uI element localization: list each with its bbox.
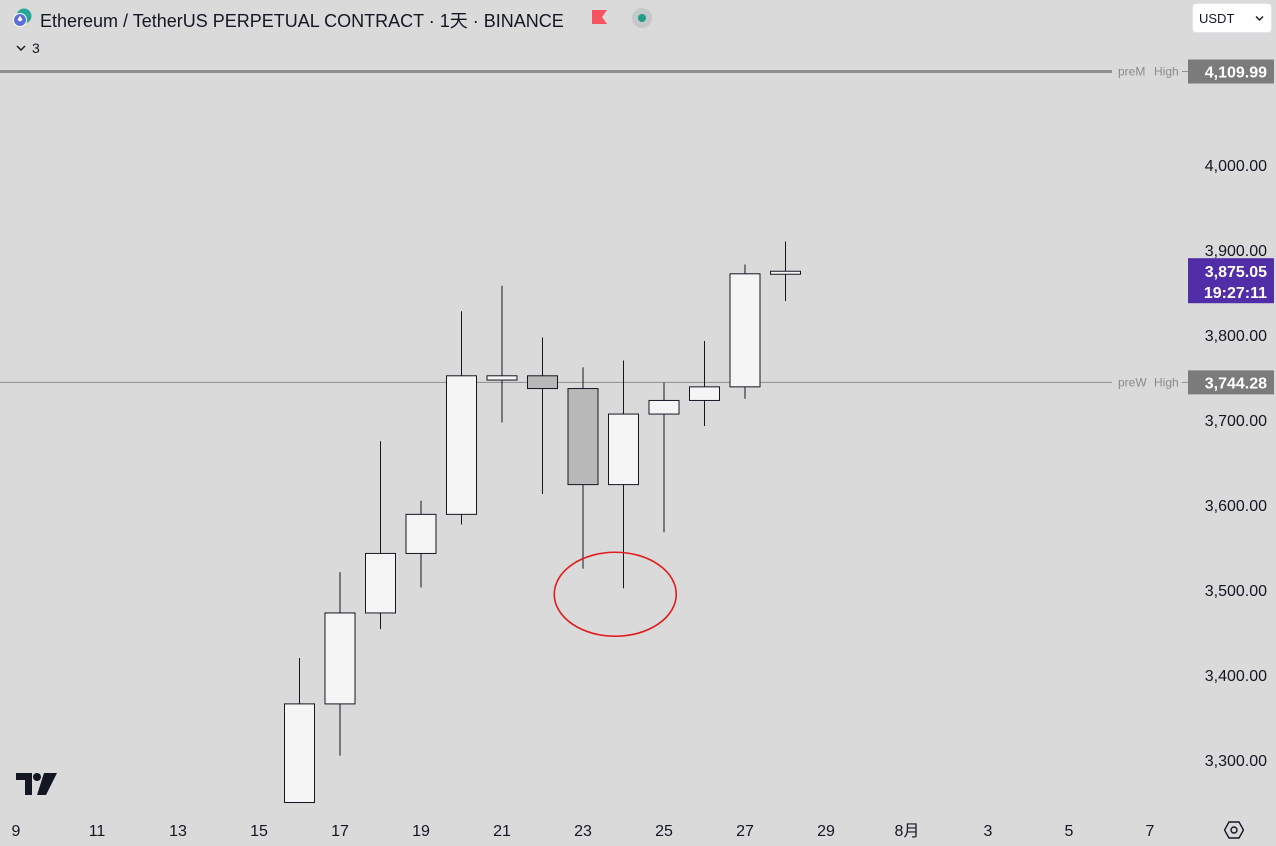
candle-20	[446, 311, 477, 525]
y-tick-label: 3,500.00	[1205, 583, 1267, 600]
candle-19	[405, 500, 437, 588]
candle-body	[689, 386, 720, 401]
candle-body	[567, 388, 599, 486]
x-tick-label: 11	[89, 823, 106, 840]
x-tick-label: 13	[169, 823, 187, 840]
candle-17	[324, 572, 356, 756]
tradingview-logo[interactable]	[16, 773, 58, 795]
candle-27	[729, 264, 761, 399]
candle-body	[405, 513, 437, 554]
candle-16	[284, 658, 315, 804]
currency-select[interactable]: USDT	[1192, 3, 1272, 33]
chevron-down-icon	[1255, 16, 1264, 21]
candle-18	[365, 441, 396, 630]
y-tick-label: 3,800.00	[1205, 328, 1267, 345]
symbol-title[interactable]: Ethereum / TetherUS PERPETUAL CONTRACT ·…	[40, 11, 564, 31]
flag-icon[interactable]	[592, 10, 607, 24]
level-badge	[1188, 370, 1274, 395]
candle-body	[648, 399, 680, 415]
chevron-down-icon	[16, 45, 26, 51]
candle-21	[486, 285, 518, 423]
x-tick-label: 8月	[895, 823, 920, 840]
y-tick-label: 3,900.00	[1205, 243, 1267, 260]
level-label-type: High	[1154, 65, 1179, 79]
x-tick-label: 29	[817, 823, 835, 840]
level-badge-value: 3,744.28	[1205, 375, 1267, 392]
currency-value: USDT	[1199, 11, 1235, 26]
x-tick-label: 15	[250, 823, 268, 840]
candle-body	[446, 375, 477, 515]
price-badges: 4,109.99 3,744.28 3,875.05 19:27:11	[1188, 59, 1274, 395]
candles	[284, 241, 801, 804]
candle-body	[608, 413, 639, 486]
candle-body	[486, 375, 518, 381]
candle-body	[770, 270, 801, 275]
indicator-count: 3	[32, 40, 40, 56]
candle-28	[770, 241, 801, 301]
y-tick-label: 3,700.00	[1205, 413, 1267, 430]
candle-22	[527, 337, 558, 494]
level-badge	[1188, 59, 1274, 84]
ethereum-symbol-icon[interactable]	[13, 8, 32, 27]
candle-body	[365, 552, 396, 614]
candle-body	[729, 273, 761, 388]
candle-23	[567, 367, 599, 569]
level-label-name: preM	[1118, 65, 1145, 79]
x-tick-label: 9	[12, 823, 21, 840]
candle-body	[527, 375, 558, 390]
x-tick-label: 25	[655, 823, 673, 840]
x-tick-label: 3	[984, 823, 993, 840]
last-price-value: 3,875.05	[1205, 264, 1267, 281]
candle-24	[608, 360, 639, 589]
candle-body	[324, 612, 356, 705]
level-label-name: preW	[1118, 375, 1147, 389]
x-tick-label: 5	[1065, 823, 1074, 840]
x-tick-label: 23	[574, 823, 592, 840]
y-axis: 3,300.00 3,400.00 3,500.00 3,600.00 3,700.00…	[1205, 158, 1267, 770]
annotation-ellipse	[553, 551, 678, 638]
y-tick-label: 4,000.00	[1205, 158, 1267, 175]
x-tick-label: 21	[493, 823, 511, 840]
y-tick-label: 3,400.00	[1205, 668, 1267, 685]
x-axis: 9 11 13 15 17 19 21 23 25 27 29 8月 3 5 7	[12, 823, 1155, 840]
chart-header: Ethereum / TetherUS PERPETUAL CONTRACT ·…	[0, 0, 1190, 36]
bar-countdown: 19:27:11	[1204, 285, 1267, 302]
y-tick-label: 3,600.00	[1205, 498, 1267, 515]
settings-icon[interactable]	[1224, 821, 1244, 839]
annotation-layer	[553, 551, 678, 638]
market-status-icon[interactable]	[632, 8, 652, 28]
x-tick-label: 27	[736, 823, 754, 840]
candle-25	[648, 382, 680, 533]
y-tick-label: 3,300.00	[1205, 753, 1267, 770]
level-badge-value: 4,109.99	[1205, 65, 1267, 82]
level-lines: preM High preW High	[0, 65, 1188, 389]
x-tick-label: 17	[331, 823, 349, 840]
indicators-toggle[interactable]: 3	[16, 40, 40, 56]
x-tick-label: 7	[1146, 823, 1155, 840]
candle-26	[689, 340, 720, 426]
last-price-badge	[1188, 258, 1274, 304]
level-label-type: High	[1154, 375, 1179, 389]
x-tick-label: 19	[412, 823, 430, 840]
candle-body	[284, 703, 315, 804]
